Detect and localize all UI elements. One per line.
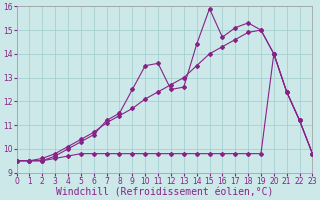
X-axis label: Windchill (Refroidissement éolien,°C): Windchill (Refroidissement éolien,°C) [56, 187, 273, 197]
